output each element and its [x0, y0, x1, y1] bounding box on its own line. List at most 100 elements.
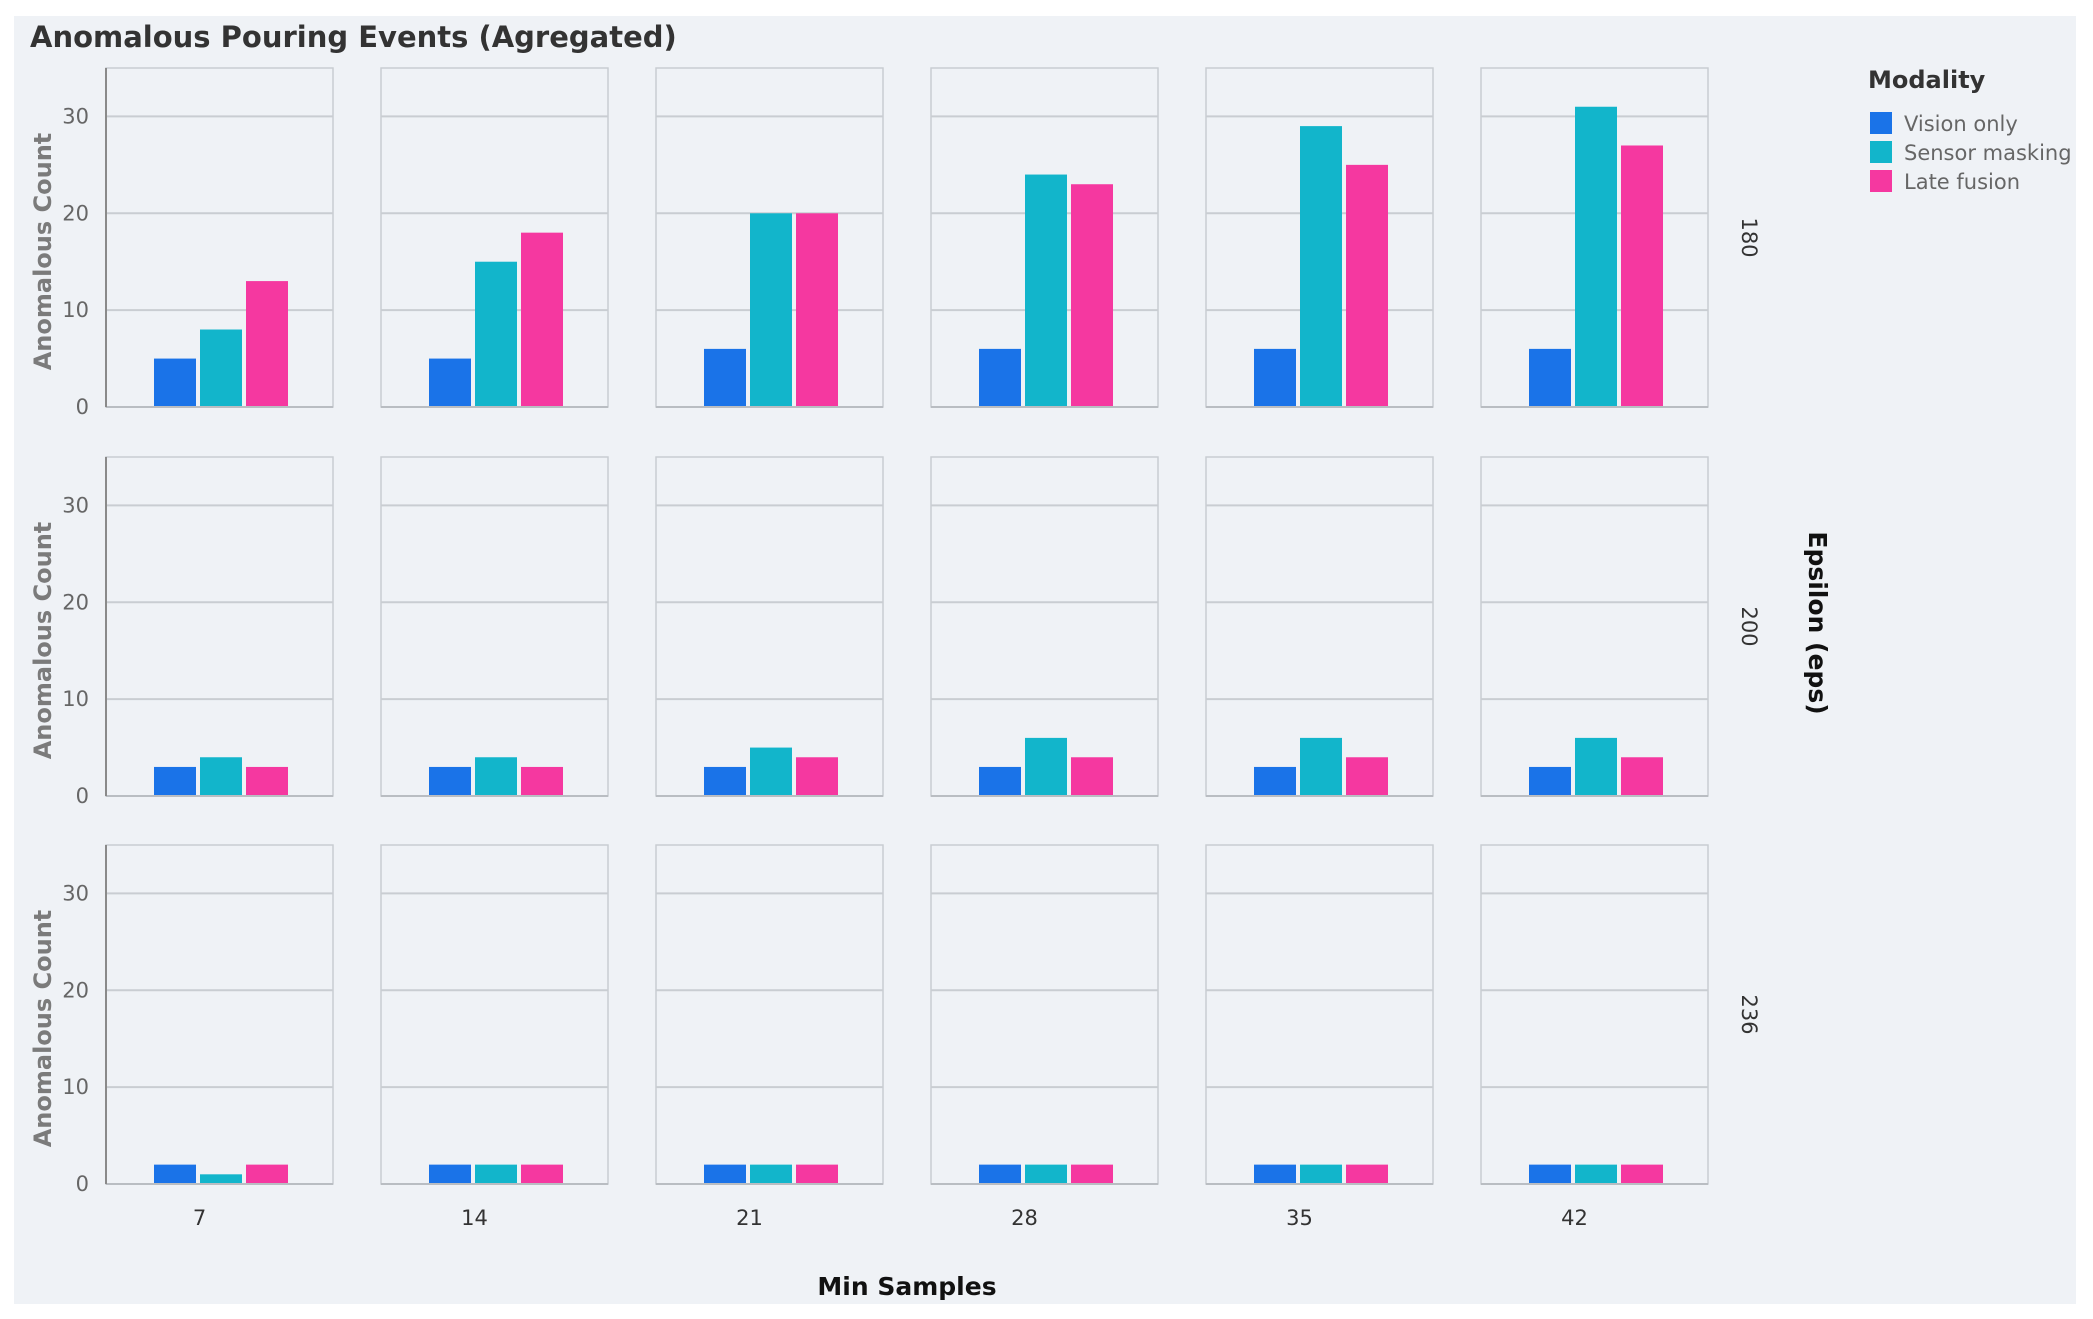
bar: [704, 1164, 746, 1184]
bar: [246, 1164, 288, 1184]
bar: [521, 232, 563, 407]
row-facet-title: Epsilon (eps): [1803, 531, 1832, 714]
panel-border: [655, 456, 884, 797]
bar: [475, 757, 517, 796]
bar: [475, 1164, 517, 1184]
legend-swatch: [1870, 112, 1892, 134]
bar: [1025, 1164, 1067, 1184]
panels-group: Anomalous Count 0 10 20 30 180 Anomalous Count…: [29, 67, 1761, 1230]
bar: [429, 358, 471, 407]
y-axis-title: Anomalous Count: [29, 133, 57, 371]
bar: [1071, 184, 1113, 407]
y-tick-label: 20: [62, 978, 89, 1002]
row-facet-label: 200: [1737, 606, 1761, 646]
y-tick-label: 20: [62, 201, 89, 225]
facet-panel: [1480, 456, 1709, 797]
row-facet-label: 180: [1737, 217, 1761, 257]
facet-panel: [930, 67, 1159, 408]
bar: [246, 281, 288, 407]
facet-panel: [380, 456, 609, 797]
bar: [1346, 164, 1388, 407]
y-axis-title: Anomalous Count: [29, 910, 57, 1148]
facet-panel: [655, 456, 884, 797]
y-tick-label: 20: [62, 590, 89, 614]
y-tick-label: 10: [62, 687, 89, 711]
panel-border: [655, 844, 884, 1185]
y-tick-label: 30: [62, 493, 89, 517]
bar: [1529, 348, 1571, 407]
legend-title: Modality: [1868, 66, 1986, 94]
bar: [1529, 766, 1571, 796]
bar: [1300, 737, 1342, 796]
facet-panel: [930, 456, 1159, 797]
panel-border: [380, 844, 609, 1185]
bar: [1529, 1164, 1571, 1184]
bar: [154, 766, 196, 796]
bar: [200, 1174, 242, 1184]
bar: [796, 757, 838, 796]
facet-panel: [105, 456, 334, 797]
x-tick-label: 35: [1286, 1206, 1313, 1230]
legend-swatch: [1870, 170, 1892, 192]
facet-panel: [380, 67, 609, 408]
legend-label: Sensor masking: [1904, 141, 2072, 165]
bar: [750, 213, 792, 407]
bar: [979, 766, 1021, 796]
bar: [704, 766, 746, 796]
x-tick-label: 28: [1011, 1206, 1038, 1230]
facet-panel: [930, 844, 1159, 1185]
facet-panel: [1205, 67, 1434, 408]
facet-panel: [380, 844, 609, 1185]
bar: [979, 1164, 1021, 1184]
bar: [1575, 737, 1617, 796]
panel-border: [1480, 844, 1709, 1185]
bar: [1575, 106, 1617, 407]
faceted-bar-chart: Anomalous Pouring Events (Agregated) Ano…: [29, 20, 2072, 1301]
bar: [1575, 1164, 1617, 1184]
facet-panel: [105, 67, 334, 408]
bar: [429, 766, 471, 796]
x-tick-label: 42: [1561, 1206, 1588, 1230]
x-tick-label: 7: [193, 1206, 206, 1230]
x-tick-label: 14: [461, 1206, 488, 1230]
legend: Modality Vision only Sensor masking Late f…: [1868, 66, 2072, 194]
facet-panel: [1205, 844, 1434, 1185]
panel-border: [105, 456, 334, 797]
bar: [246, 766, 288, 796]
panel-border: [1205, 844, 1434, 1185]
bar: [154, 358, 196, 407]
y-tick-label: 0: [76, 395, 89, 419]
bar: [521, 766, 563, 796]
bar: [1346, 757, 1388, 796]
x-tick-label: 21: [736, 1206, 763, 1230]
y-tick-label: 0: [76, 1172, 89, 1196]
x-axis-title: Min Samples: [817, 1272, 996, 1301]
y-tick-label: 10: [62, 1075, 89, 1099]
chart-frame: Anomalous Pouring Events (Agregated) Ano…: [14, 16, 2076, 1304]
chart-title: Anomalous Pouring Events (Agregated): [30, 20, 677, 54]
facet-panel: [1480, 67, 1709, 408]
bar: [704, 348, 746, 407]
row-facet-label: 236: [1737, 994, 1761, 1034]
panel-border: [930, 844, 1159, 1185]
bar: [1071, 1164, 1113, 1184]
bar: [1300, 126, 1342, 407]
facet-panel: [1205, 456, 1434, 797]
bar: [200, 757, 242, 796]
bar: [796, 1164, 838, 1184]
bar: [1346, 1164, 1388, 1184]
bar: [475, 261, 517, 407]
bar: [750, 1164, 792, 1184]
bar: [796, 213, 838, 407]
legend-swatch: [1870, 141, 1892, 163]
y-axis-title: Anomalous Count: [29, 522, 57, 760]
legend-label: Late fusion: [1904, 170, 2020, 194]
bar: [1025, 174, 1067, 407]
facet-panel: [655, 67, 884, 408]
y-tick-label: 30: [62, 881, 89, 905]
panel-border: [105, 844, 334, 1185]
panel-border: [380, 456, 609, 797]
y-tick-label: 0: [76, 784, 89, 808]
legend-label: Vision only: [1904, 112, 2018, 136]
bar: [200, 329, 242, 407]
